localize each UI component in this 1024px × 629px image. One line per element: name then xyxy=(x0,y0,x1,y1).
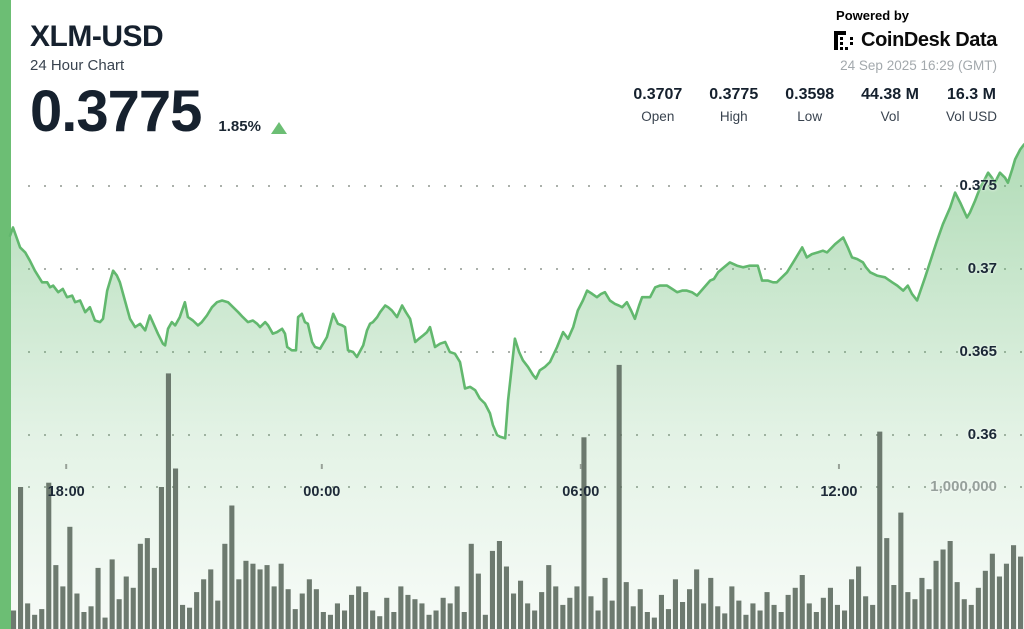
brand-block: Powered by CoinDesk Data 24 Sep 2025 16:… xyxy=(834,8,997,73)
stat-volume-value: 44.38 M xyxy=(861,86,919,103)
volume-bar-series xyxy=(11,364,1024,629)
current-price: 0.3775 xyxy=(30,79,202,144)
stat-volume-usd-value: 16.3 M xyxy=(947,86,996,103)
title-block: XLM-USD 24 Hour Chart 0.3775 1.85% xyxy=(30,20,287,144)
coindesk-logo-icon xyxy=(834,31,854,50)
brand-name: CoinDesk Data xyxy=(861,29,997,51)
price-row: 0.3775 1.85% xyxy=(30,79,287,144)
up-triangle-icon xyxy=(270,122,287,135)
powered-by-label: Powered by xyxy=(836,8,910,23)
stat-open: 0.3707 Open xyxy=(633,86,682,124)
stat-open-label: Open xyxy=(641,109,675,124)
price-area-series xyxy=(8,143,1024,629)
stat-volume: 44.38 M Vol xyxy=(861,86,919,124)
price-change-percent: 1.85% xyxy=(218,118,261,136)
stat-volume-usd: 16.3 M Vol USD xyxy=(946,86,997,124)
stat-high-value: 0.3775 xyxy=(709,86,759,103)
brand-row: CoinDesk Data xyxy=(834,29,997,52)
stat-low-label: Low xyxy=(797,109,823,124)
chart-subtitle: 24 Hour Chart xyxy=(30,57,125,74)
stat-high: 0.3775 High xyxy=(709,86,758,124)
left-accent-bar xyxy=(0,0,11,629)
instrument-symbol: XLM-USD xyxy=(30,20,164,53)
x-axis-ticks xyxy=(65,464,840,469)
stat-volume-label: Vol xyxy=(880,109,900,124)
stat-volume-usd-label: Vol USD xyxy=(945,109,997,124)
ohlc-stats-row: 0.3707 Open 0.3775 High 0.3598 Low 44.38… xyxy=(633,86,997,124)
stat-low-value: 0.3598 xyxy=(785,86,835,103)
chart-timestamp: 24 Sep 2025 16:29 (GMT) xyxy=(840,58,997,73)
stat-low: 0.3598 Low xyxy=(785,86,834,124)
chart-header: XLM-USD 24 Hour Chart 0.3775 1.85% Power… xyxy=(0,0,1024,144)
stat-open-value: 0.3707 xyxy=(633,86,683,103)
stat-high-label: High xyxy=(719,109,748,124)
